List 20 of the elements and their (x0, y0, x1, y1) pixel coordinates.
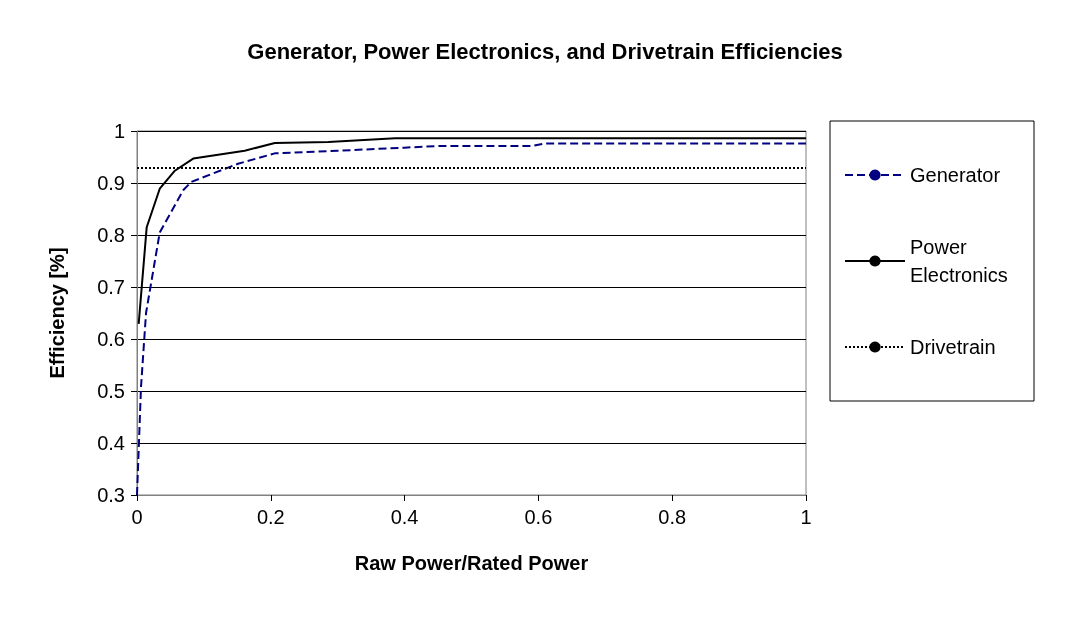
x-tick-label: 0.4 (390, 506, 419, 528)
x-tick-label: 0.2 (256, 506, 285, 528)
y-axis-title: Efficiency [%] (46, 247, 68, 379)
y-tick-label: 0.7 (97, 276, 125, 298)
x-axis-title: Raw Power/Rated Power (354, 552, 589, 574)
y-tick-label: 0.4 (97, 432, 125, 454)
legend-label: Drivetrain (910, 336, 996, 358)
y-tick-label: 0.8 (97, 224, 125, 246)
x-tick-label: 0.8 (658, 506, 687, 528)
x-tick-label: 1 (800, 506, 812, 528)
y-tick-label: 0.5 (97, 380, 125, 402)
y-tick-label: 1 (113, 120, 125, 142)
legend-label: Generator (910, 164, 1001, 186)
y-tick-label: 0.9 (97, 172, 125, 194)
legend-label: Power Electronics (910, 236, 1008, 286)
x-tick-label: 0.6 (524, 506, 553, 528)
y-tick-label: 0.3 (97, 484, 125, 506)
x-tick-label: 0 (131, 506, 143, 528)
chart-title: Generator, Power Electronics, and Drivetrain Efficiencies (247, 38, 843, 64)
y-tick-label: 0.6 (97, 328, 125, 350)
